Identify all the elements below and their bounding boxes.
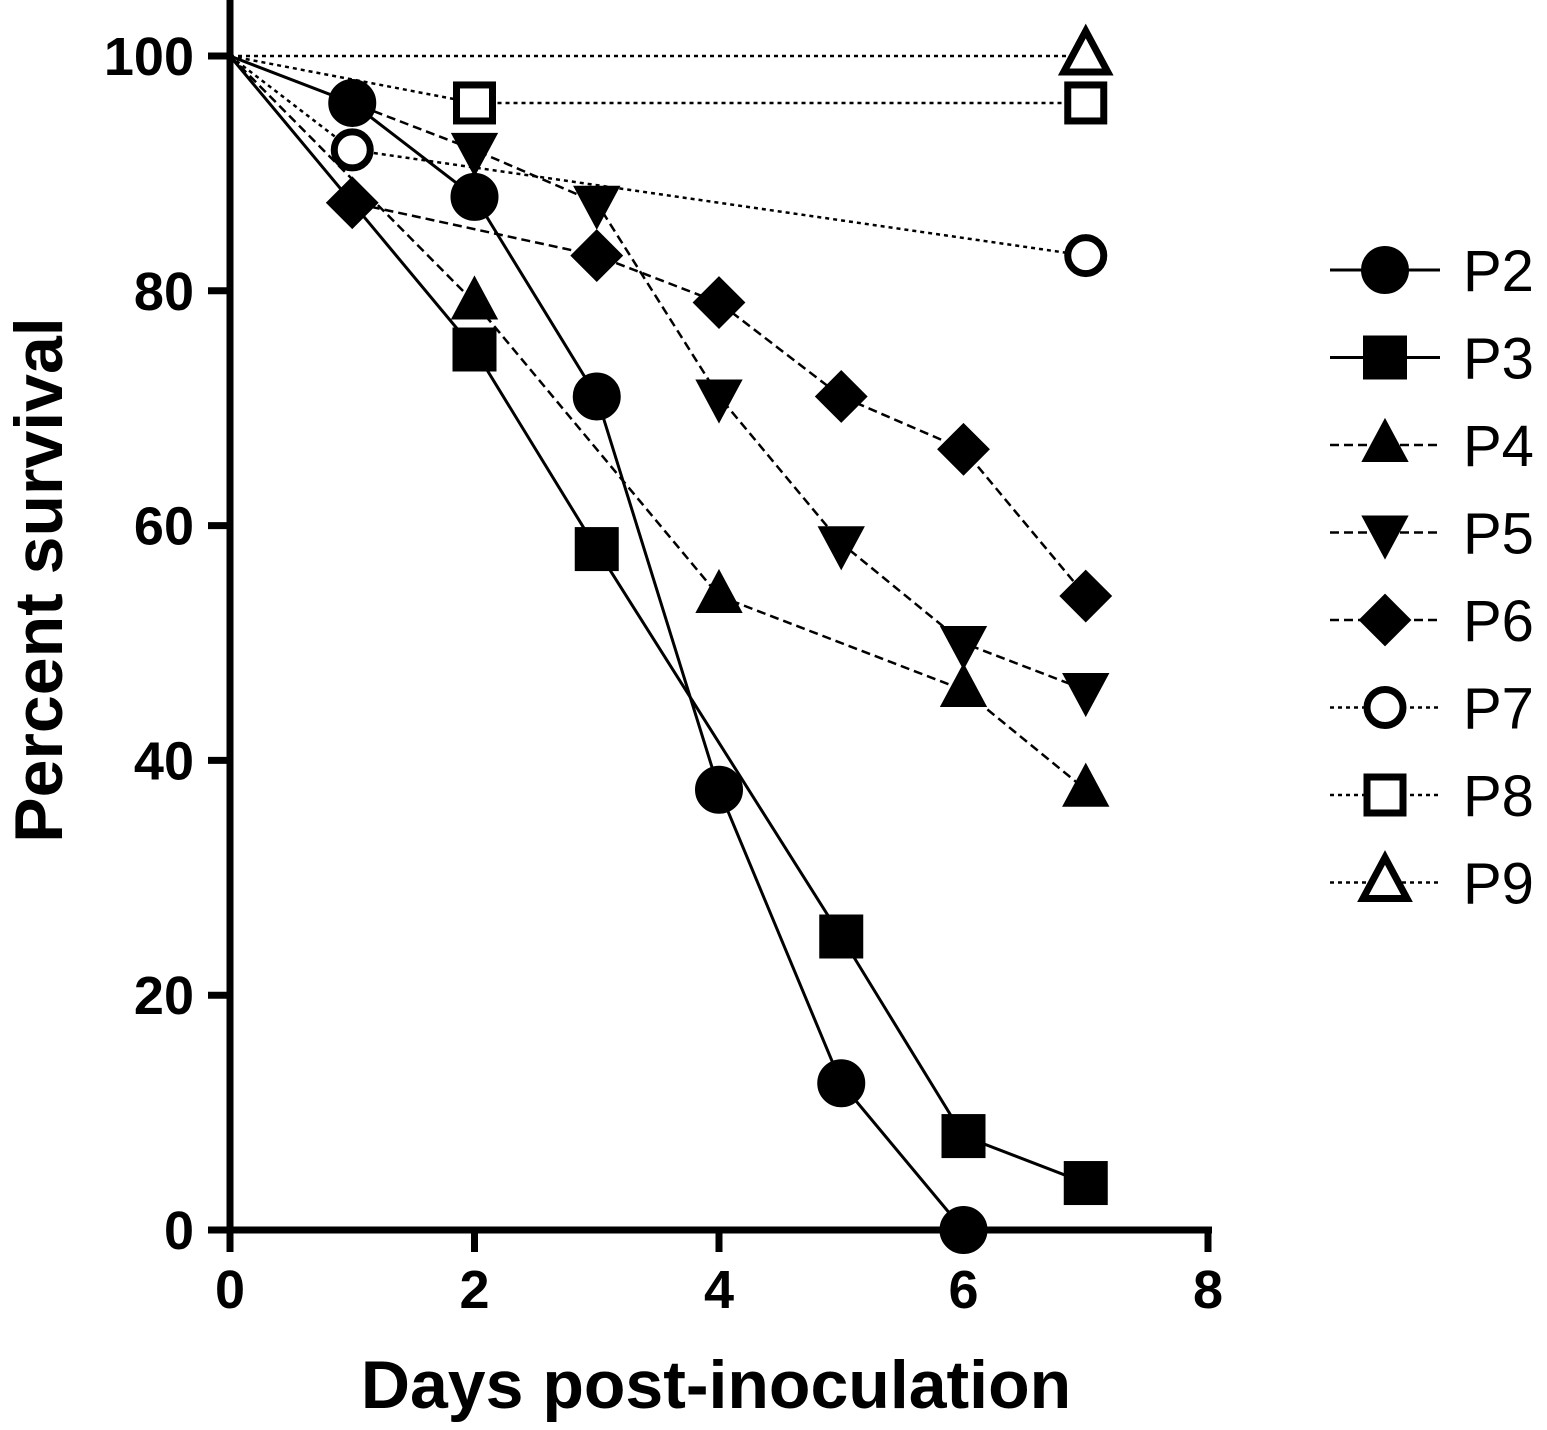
legend-label: P3: [1463, 327, 1534, 392]
data-point-p2: [572, 372, 621, 421]
legend-label: P8: [1463, 764, 1534, 829]
y-tick-label: 60: [134, 497, 194, 557]
legend-marker: [1363, 335, 1407, 380]
data-point-p6: [570, 229, 624, 282]
data-point-p8: [1064, 81, 1108, 125]
legend-marker: [1361, 246, 1409, 294]
legend-label: P4: [1463, 414, 1534, 479]
y-tick-label: 40: [134, 731, 194, 791]
data-point-p2: [450, 172, 499, 221]
data-point-p6: [692, 276, 746, 329]
data-point-p7: [330, 128, 374, 172]
series-line-p3: [228, 55, 1087, 1185]
legend-marker: [1358, 593, 1412, 647]
data-point-p8: [453, 81, 496, 125]
legend-marker: [1363, 686, 1407, 729]
data-point-p4: [1062, 762, 1110, 807]
x-tick-label: 0: [215, 1260, 245, 1320]
data-point-p3: [1063, 1161, 1108, 1206]
y-tick-label: 20: [134, 966, 194, 1026]
legend: P2 P3 P4 P5 P6 P7 P8 P9: [1330, 239, 1534, 917]
series-layer: [228, 23, 1114, 1254]
data-point-p3: [574, 527, 619, 572]
data-point-p6: [937, 422, 990, 476]
y-tick-label: 0: [164, 1201, 194, 1261]
data-point-p2: [328, 78, 377, 127]
data-point-p6: [1059, 569, 1113, 623]
data-point-p5: [695, 379, 743, 424]
x-tick-label: 8: [1193, 1260, 1223, 1320]
legend-item-p2: P2: [1330, 239, 1534, 304]
data-point-p2: [817, 1059, 866, 1108]
x-tick-label: 6: [948, 1260, 978, 1320]
legend-item-p7: P7: [1330, 677, 1534, 742]
x-axis-title: Days post-inoculation: [361, 1347, 1071, 1423]
data-point-p5: [573, 185, 621, 230]
legend-label: P6: [1463, 589, 1534, 654]
legend-item-p6: P6: [1330, 589, 1534, 654]
legend-label: P9: [1463, 852, 1534, 917]
data-point-p7: [1064, 234, 1108, 278]
legend-item-p5: P5: [1330, 502, 1534, 567]
legend-marker: [1361, 417, 1409, 462]
legend-label: P7: [1463, 677, 1534, 742]
data-point-p5: [817, 526, 865, 571]
legend-marker: [1361, 515, 1409, 560]
data-point-p5: [939, 626, 988, 671]
series-markers: [325, 23, 1114, 1254]
data-point-p9: [1057, 23, 1114, 76]
axes: [226, 0, 1212, 1234]
data-point-p5: [1062, 672, 1110, 718]
data-point-p3: [452, 327, 497, 372]
legend-marker: [1363, 773, 1407, 817]
y-tick-label: 80: [134, 262, 194, 322]
legend-item-p8: P8: [1330, 764, 1534, 829]
data-point-p4: [939, 662, 988, 707]
legend-label: P2: [1463, 239, 1534, 304]
data-point-p2: [695, 765, 743, 814]
legend-item-p4: P4: [1330, 414, 1534, 479]
data-point-p5: [450, 132, 499, 178]
legend-item-p3: P3: [1330, 327, 1534, 392]
legend-label: P5: [1463, 502, 1534, 567]
x-tick-label: 2: [459, 1260, 489, 1320]
data-point-p3: [819, 914, 864, 959]
legend-marker: [1357, 850, 1413, 902]
y-tick-label: 100: [104, 27, 194, 87]
data-point-p2: [939, 1206, 988, 1254]
x-tick-label: 4: [704, 1260, 734, 1320]
legend-item-p9: P9: [1330, 850, 1534, 917]
data-point-p6: [325, 176, 379, 230]
data-point-p4: [450, 275, 499, 320]
y-axis-title: Percent survival: [1, 317, 77, 842]
data-point-p4: [695, 568, 743, 614]
data-point-p6: [814, 370, 868, 423]
data-point-p3: [941, 1114, 986, 1159]
